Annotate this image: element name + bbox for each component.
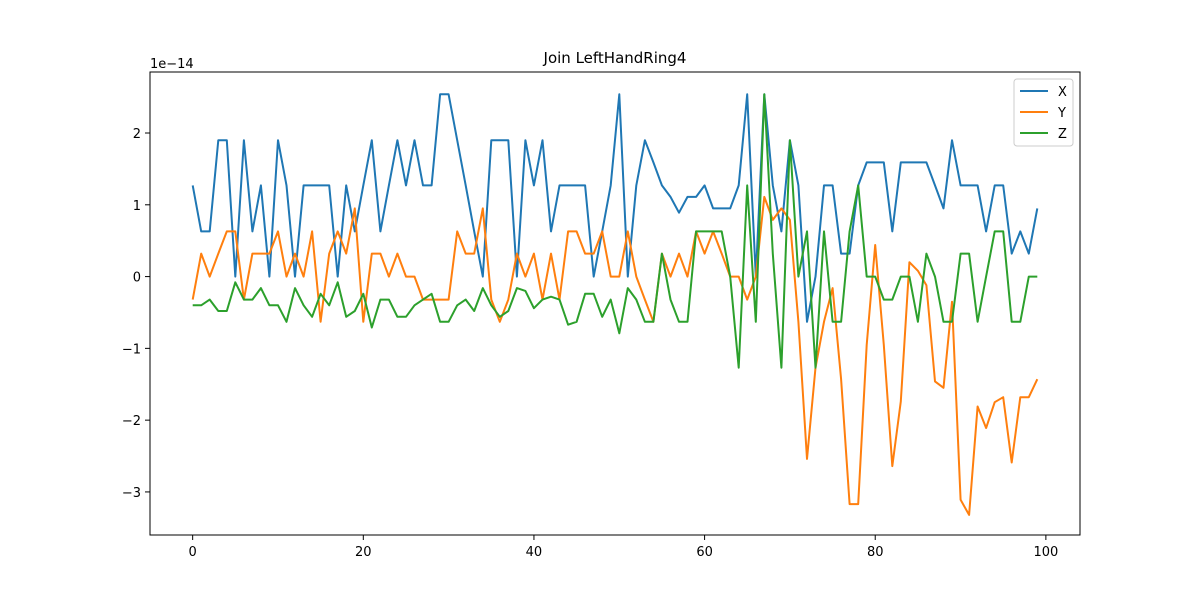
x-tick-label: 80	[867, 545, 884, 560]
x-tick-label: 60	[696, 545, 713, 560]
legend-label-x: X	[1058, 85, 1067, 100]
x-tick-label: 0	[189, 545, 197, 560]
axis-offset-label: 1e−14	[150, 57, 194, 72]
series-line-x	[191, 93, 1039, 323]
y-tick-label: 0	[133, 271, 141, 286]
legend-label-z: Z	[1058, 127, 1067, 142]
y-tick-label: −1	[122, 342, 141, 357]
plot-frame	[149, 71, 1081, 536]
y-tick-label: −3	[122, 486, 141, 501]
y-tick-label: −2	[122, 414, 141, 429]
axis-ticks: 0 20 40 60 80 100 −3 −2 −1 0 1 2	[122, 127, 1058, 560]
chart-title: Join LeftHandRing4	[543, 49, 687, 67]
y-tick-label: 1	[133, 199, 141, 214]
x-tick-label: 100	[1033, 545, 1058, 560]
y-tick-label: 2	[133, 127, 141, 142]
series-line-z	[192, 93, 1038, 369]
series-lines	[191, 93, 1039, 516]
legend: XYZ	[1013, 78, 1074, 147]
x-tick-label: 40	[526, 545, 543, 560]
legend-label-y: Y	[1057, 106, 1066, 121]
x-tick-label: 20	[355, 545, 372, 560]
series-line-y	[191, 195, 1039, 516]
